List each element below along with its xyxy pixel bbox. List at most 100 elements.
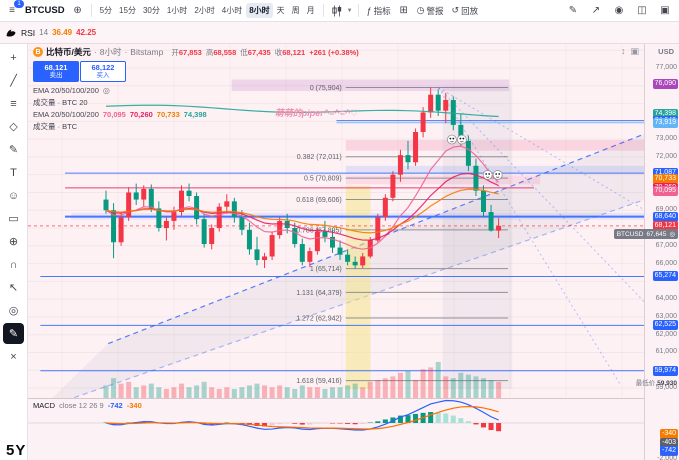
notification-badge: 1 bbox=[14, 0, 24, 8]
timeframe-月[interactable]: 月 bbox=[306, 6, 315, 15]
symbol-price-badge[interactable]: BTCUSD 67,645 ◎ bbox=[613, 229, 678, 240]
fib-retracement-tool[interactable]: ≡ bbox=[10, 97, 17, 110]
ema-row-2[interactable]: EMA 20/50/100/200 70,095 70,260 70,733 74,39… bbox=[33, 110, 359, 119]
snapshot-icon[interactable]: ◉ bbox=[614, 5, 624, 16]
indicator-value: 74,398 bbox=[183, 110, 207, 119]
price-axis[interactable]: USD 77,00076,09074,39874,04073,91973,000… bbox=[613, 44, 679, 460]
price-badge: 70,095 bbox=[652, 185, 678, 196]
trend-line-tool[interactable]: ╱ bbox=[10, 75, 17, 87]
brush-tool[interactable]: ✎ bbox=[8, 144, 19, 156]
rsi-label[interactable]: RSI bbox=[21, 27, 36, 38]
timeframe-4小时[interactable]: 4小时 bbox=[221, 6, 243, 15]
svg-text:0.618 (69,606): 0.618 (69,606) bbox=[296, 197, 342, 204]
menu-icon[interactable]: ≡ 1 bbox=[4, 0, 24, 19]
price-tick-label: 69,000 bbox=[655, 206, 677, 214]
ohlc-values: 开67,853 高68,558 低67,435 收68,121 +261 (+0… bbox=[171, 47, 359, 57]
timeframe-天[interactable]: 天 bbox=[276, 6, 285, 15]
separator-dot: · bbox=[93, 47, 97, 57]
crosshair-tool[interactable]: + bbox=[10, 51, 17, 64]
price-tick-label: 67,000 bbox=[655, 241, 677, 249]
timeframe-2小时[interactable]: 2小时 bbox=[194, 6, 215, 15]
text-tool[interactable]: T bbox=[10, 166, 17, 179]
zoom-tool[interactable]: ⊕ bbox=[8, 236, 19, 248]
timeframe-周[interactable]: 周 bbox=[291, 6, 300, 15]
eye-icon[interactable]: ◎ bbox=[669, 231, 675, 239]
lowest-price-label: 最低价 59,930 bbox=[635, 379, 677, 387]
draw-tool[interactable]: ✎ bbox=[3, 323, 24, 344]
change-value: +261 (+0.38%) bbox=[309, 47, 359, 57]
indicator-label: 成交量 · BTC bbox=[33, 122, 78, 131]
price-badge: 68,640 bbox=[652, 211, 678, 222]
trend-icon[interactable]: ↗ bbox=[591, 5, 601, 16]
svg-text:0.5 (70,809): 0.5 (70,809) bbox=[304, 176, 342, 183]
eye-tool[interactable]: ◎ bbox=[8, 305, 19, 317]
price-badge: 68,121 bbox=[652, 220, 678, 231]
price-chart-canvas[interactable]: 0 (75,904) 0.382 (72,011) 0.5 (70,809) 0.61… bbox=[28, 44, 645, 398]
price-badge: 65,274 bbox=[652, 271, 678, 282]
divider bbox=[90, 4, 92, 17]
timeframe-1小时[interactable]: 1小时 bbox=[166, 6, 188, 15]
cursor-tool[interactable]: ↖ bbox=[8, 282, 19, 294]
indicator-legend-rows: EMA 20/50/100/200 ◎ 成交量 · BTC 20 EMA 20/50/… bbox=[33, 86, 359, 132]
volume-row-1[interactable]: 成交量 · BTC 20 bbox=[33, 97, 359, 108]
draw-icon[interactable]: ✎ bbox=[568, 5, 578, 16]
macd-pane: MACD close 12 26 9 -742 -340 bbox=[28, 398, 645, 460]
buy-button[interactable]: 68,122 买入 bbox=[80, 61, 126, 82]
measure-tool[interactable]: ▭ bbox=[8, 213, 19, 225]
symbol-legend-row[interactable]: B 比特币/美元 · 8小时 · Bitstamp 开67,853 高68,55… bbox=[33, 46, 359, 58]
layout-grid-icon[interactable]: ⊞ bbox=[399, 5, 408, 16]
timeframe-8小时[interactable]: 8小时 bbox=[246, 3, 273, 18]
chart-type-icon[interactable] bbox=[329, 3, 345, 19]
alert-button[interactable]: ◷ 警报 bbox=[416, 5, 444, 16]
macd-title: MACD bbox=[33, 401, 56, 410]
svg-text:1.272 (62,942): 1.272 (62,942) bbox=[296, 315, 342, 322]
volume-row-2[interactable]: 成交量 · BTC bbox=[33, 121, 359, 132]
chart-legend: B 比特币/美元 · 8小时 · Bitstamp 开67,853 高68,55… bbox=[33, 46, 359, 132]
timeframe-15分[interactable]: 15分 bbox=[119, 6, 136, 15]
toolbar-right-group: ✎ ↗ ◉ ◫ ▣ bbox=[565, 3, 675, 19]
indicators-button[interactable]: ƒ 指标 bbox=[366, 5, 391, 16]
price-tick-label: 61,000 bbox=[655, 348, 677, 356]
separator-dot: · bbox=[124, 47, 128, 57]
remove-tool[interactable]: × bbox=[10, 350, 17, 363]
svg-text:1 (65,714): 1 (65,714) bbox=[310, 266, 342, 273]
macd-values: -742 -340 bbox=[108, 401, 146, 410]
macd-value-badge: -742 bbox=[659, 446, 678, 456]
ema-row-1[interactable]: EMA 20/50/100/200 ◎ bbox=[33, 86, 359, 95]
price-badge: 74,398 bbox=[652, 109, 678, 120]
symbol-button[interactable]: BTCUSD bbox=[25, 5, 65, 16]
badge-symbol: BTCUSD bbox=[616, 230, 644, 238]
price-badge: 73,919 bbox=[652, 117, 678, 128]
timeframe-5分[interactable]: 5分 bbox=[99, 6, 113, 15]
macd-canvas[interactable] bbox=[28, 399, 645, 460]
function-icon: ƒ bbox=[366, 5, 372, 16]
price-badge: 62,525 bbox=[652, 320, 678, 331]
macd-legend[interactable]: MACD close 12 26 9 -742 -340 bbox=[33, 401, 146, 410]
fullscreen-icon[interactable]: ▣ bbox=[660, 5, 670, 16]
shapes-tool[interactable]: ◇ bbox=[9, 121, 18, 133]
price-scale-icon[interactable]: ↕ bbox=[620, 46, 626, 56]
eye-icon[interactable]: ◎ bbox=[102, 86, 110, 95]
price-badge: 70,733 bbox=[652, 174, 678, 185]
rsi-value-2: 42.25 bbox=[76, 28, 97, 37]
maximize-icon[interactable]: ▣ bbox=[630, 46, 639, 56]
indicator-value: 70,260 bbox=[129, 110, 153, 119]
layout-icon[interactable]: ◫ bbox=[637, 5, 647, 16]
replay-button[interactable]: ↺ 回放 bbox=[451, 5, 479, 16]
indicator-label: EMA 20/50/100/200 bbox=[33, 86, 99, 95]
compare-icon[interactable]: ⊕ bbox=[73, 5, 82, 16]
bitcoin-icon: B bbox=[33, 47, 43, 57]
badge-price: 67,645 bbox=[646, 230, 667, 238]
indicator-label: EMA 20/50/100/200 bbox=[33, 110, 99, 119]
timeframe-30分[interactable]: 30分 bbox=[142, 6, 160, 15]
trade-widget: 68,121 卖出 68,122 买入 bbox=[33, 61, 359, 82]
macd-value: -340 bbox=[126, 401, 142, 410]
emoji-tool[interactable]: ☺ bbox=[7, 189, 20, 202]
svg-text:1.618 (59,416): 1.618 (59,416) bbox=[296, 378, 342, 385]
price-tick-label: 77,000 bbox=[655, 64, 677, 71]
sell-button[interactable]: 68,121 卖出 bbox=[33, 61, 79, 82]
magnet-tool[interactable]: ∩ bbox=[9, 258, 18, 271]
chart-corner-icons: ↕ ▣ bbox=[621, 46, 639, 57]
